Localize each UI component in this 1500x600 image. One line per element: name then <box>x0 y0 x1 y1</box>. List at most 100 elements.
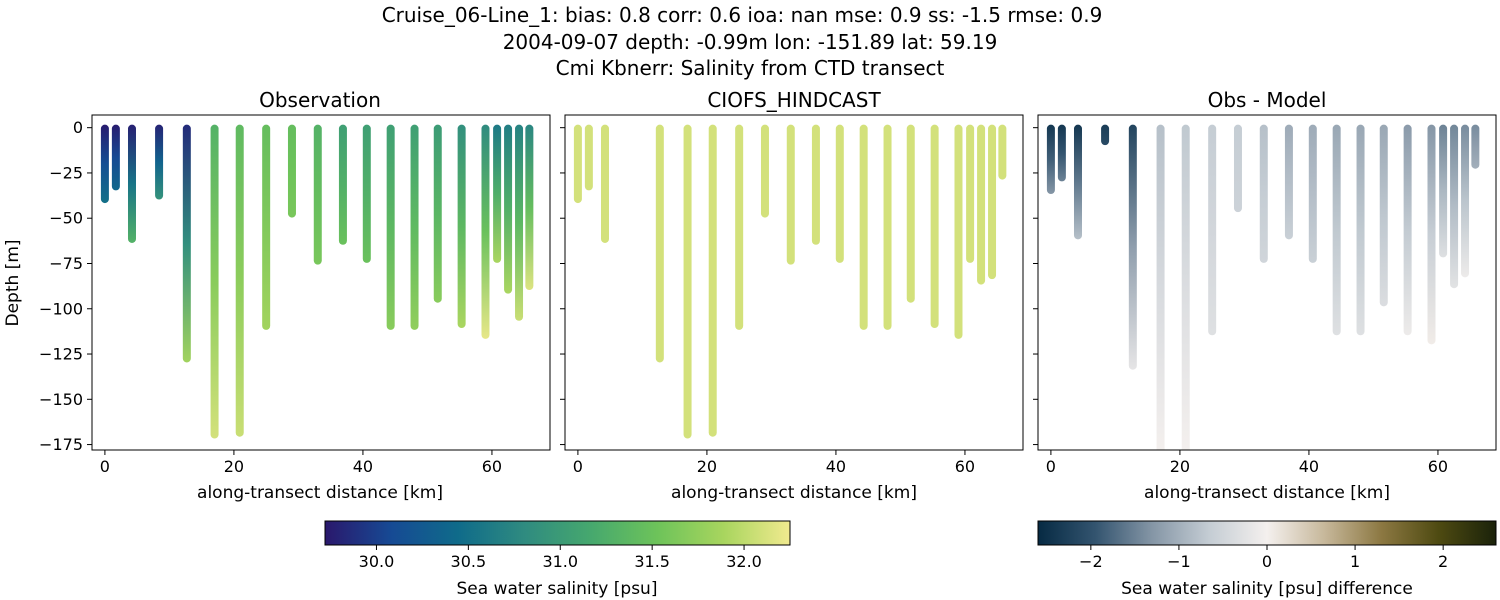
station-profile-18 <box>1450 125 1458 289</box>
station-profile-16 <box>1427 125 1435 345</box>
y-tick-label: −125 <box>39 345 83 364</box>
station-profile-9 <box>812 125 820 245</box>
station-profile-5 <box>709 125 717 437</box>
station-profile-0 <box>574 125 582 203</box>
y-tick-label: 0 <box>73 118 83 137</box>
x-tick-label: 40 <box>826 457 846 476</box>
x-tick-label: 40 <box>1299 457 1319 476</box>
station-profile-7 <box>262 125 270 330</box>
colorbar-gradient <box>325 521 790 545</box>
station-profile-5 <box>211 125 219 439</box>
colorbar-tick-label: 30.5 <box>451 552 487 571</box>
station-profile-14 <box>1380 125 1388 307</box>
station-profile-10 <box>836 125 844 263</box>
station-profile-7 <box>1208 125 1216 336</box>
station-profile-11 <box>860 125 868 330</box>
station-profile-20 <box>1471 125 1479 169</box>
station-profile-13 <box>1357 125 1365 336</box>
colorbar-tick-label: 30.0 <box>359 552 395 571</box>
station-profile-2 <box>601 125 609 243</box>
colorbar-gradient <box>1038 521 1496 545</box>
x-axis-label: along-transect distance [km] <box>1144 483 1390 503</box>
x-tick-label: 40 <box>353 457 373 476</box>
y-tick-label: −75 <box>49 254 83 273</box>
colorbar-tick-label: 31.5 <box>634 552 670 571</box>
x-axis-label: along-transect distance [km] <box>671 483 917 503</box>
station-profile-0 <box>1047 125 1055 194</box>
y-axis-label: Depth [m] <box>3 239 23 326</box>
station-profile-19 <box>1461 125 1469 278</box>
station-profile-8 <box>288 125 296 218</box>
station-profile-16 <box>966 125 974 263</box>
station-profile-8 <box>787 125 795 265</box>
station-profile-10 <box>339 125 347 245</box>
colorbar-tick-label: −2 <box>1079 552 1103 571</box>
panel-title: Obs - Model <box>1208 88 1327 112</box>
station-profile-13 <box>907 125 915 303</box>
x-tick-label: 20 <box>1170 457 1190 476</box>
station-profile-15 <box>1404 125 1412 336</box>
y-tick-label: −100 <box>39 299 83 318</box>
station-profile-6 <box>1182 125 1190 453</box>
station-profile-15 <box>458 125 466 328</box>
colorbar-tick-label: 2 <box>1438 552 1448 571</box>
station-profile-2 <box>1074 125 1082 240</box>
station-profile-2 <box>128 125 136 243</box>
station-profile-1 <box>585 125 593 191</box>
station-profile-4 <box>1129 125 1137 370</box>
colorbar-tick-label: −1 <box>1167 552 1191 571</box>
station-profile-3 <box>1101 125 1109 145</box>
colorbar-tick-label: 31.0 <box>542 552 578 571</box>
panel-title: Observation <box>259 88 381 112</box>
suptitle-line-2: 2004-09-07 depth: -0.99m lon: -151.89 la… <box>503 30 998 54</box>
colorbar-tick-label: 32.0 <box>726 552 762 571</box>
y-tick-label: −150 <box>39 390 83 409</box>
station-profile-13 <box>411 125 419 330</box>
station-profile-4 <box>684 125 692 439</box>
station-profile-18 <box>988 125 996 279</box>
panel-title: CIOFS_HINDCAST <box>707 88 881 112</box>
colorbar-label: Sea water salinity [psu] <box>457 579 658 599</box>
station-profile-11 <box>1309 125 1317 263</box>
station-profile-10 <box>1285 125 1293 240</box>
x-tick-label: 20 <box>224 457 244 476</box>
station-profile-9 <box>1260 125 1268 263</box>
suptitle-line-1: Cruise_06-Line_1: bias: 0.8 corr: 0.6 io… <box>382 3 1103 27</box>
station-profile-12 <box>884 125 892 330</box>
x-tick-label: 0 <box>100 457 110 476</box>
station-profile-19 <box>515 125 523 321</box>
station-profile-3 <box>155 125 163 200</box>
colorbar-tick-label: 0 <box>1262 552 1272 571</box>
suptitle-line-3: Cmi Kbnerr: Salinity from CTD transect <box>556 56 945 80</box>
x-tick-label: 0 <box>1046 457 1056 476</box>
station-profile-6 <box>735 125 743 330</box>
station-profile-6 <box>236 125 244 437</box>
station-profile-8 <box>1234 125 1242 212</box>
station-profile-17 <box>493 125 501 263</box>
x-tick-label: 20 <box>697 457 717 476</box>
station-profile-1 <box>1058 125 1066 182</box>
station-profile-4 <box>183 125 191 363</box>
x-tick-label: 60 <box>955 457 975 476</box>
station-profile-17 <box>1439 125 1447 258</box>
station-profile-9 <box>314 125 322 265</box>
station-profile-5 <box>1157 125 1165 453</box>
station-profile-1 <box>112 125 120 191</box>
station-profile-19 <box>998 125 1006 180</box>
station-profile-11 <box>363 125 371 263</box>
station-profile-15 <box>954 125 962 339</box>
station-profile-12 <box>387 125 395 330</box>
x-axis-label: along-transect distance [km] <box>197 483 443 503</box>
y-tick-label: −175 <box>39 435 83 454</box>
colorbar-label: Sea water salinity [psu] difference <box>1121 579 1413 599</box>
station-profile-0 <box>101 125 109 203</box>
y-tick-label: −50 <box>49 209 83 228</box>
station-profile-14 <box>434 125 442 303</box>
station-profile-3 <box>656 125 664 363</box>
station-profile-17 <box>977 125 985 285</box>
station-profile-14 <box>931 125 939 328</box>
station-profile-7 <box>761 125 769 218</box>
x-tick-label: 60 <box>482 457 502 476</box>
station-profile-18 <box>504 125 512 294</box>
